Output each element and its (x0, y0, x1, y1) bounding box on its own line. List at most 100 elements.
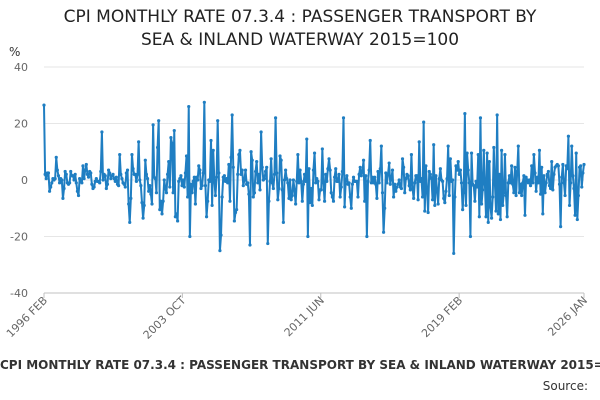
data-point (339, 185, 343, 189)
data-point (451, 178, 455, 182)
data-point (265, 165, 269, 169)
data-point (564, 164, 568, 168)
data-point (575, 217, 579, 222)
data-point (525, 178, 529, 182)
data-point (62, 186, 66, 191)
data-point (427, 169, 431, 174)
data-point (422, 120, 426, 124)
data-point (237, 152, 241, 157)
data-point (572, 186, 576, 191)
data-point (288, 178, 292, 182)
data-point (93, 179, 97, 184)
data-point (530, 164, 534, 168)
data-point (526, 181, 530, 185)
data-point (502, 191, 506, 195)
data-point (429, 176, 434, 181)
data-point (89, 171, 93, 175)
data-point (298, 168, 302, 172)
data-point (418, 179, 422, 184)
data-point (402, 165, 406, 169)
data-point (319, 188, 323, 192)
data-point (491, 195, 495, 199)
data-point (154, 191, 159, 195)
data-point (542, 174, 546, 178)
data-point (315, 176, 319, 181)
data-point (441, 179, 445, 184)
data-point (213, 193, 218, 198)
data-point (226, 181, 230, 185)
series-line (43, 101, 585, 255)
data-point (355, 179, 359, 184)
data-point (291, 178, 295, 182)
data-point (149, 192, 153, 196)
data-point (53, 176, 57, 181)
data-point (407, 184, 411, 188)
data-point (271, 186, 275, 191)
data-point (105, 182, 110, 186)
data-point (145, 176, 150, 181)
data-point (203, 184, 208, 188)
data-point (406, 174, 410, 178)
data-point (479, 202, 484, 206)
data-point (257, 172, 261, 176)
data-point (292, 188, 297, 192)
data-point (442, 196, 446, 200)
data-point (94, 176, 98, 181)
data-point (179, 174, 183, 178)
data-point (202, 100, 206, 104)
data-point (458, 168, 463, 172)
data-point (366, 179, 370, 184)
data-point (85, 172, 90, 176)
data-point (376, 169, 380, 174)
data-point (194, 175, 199, 179)
data-point (130, 152, 134, 157)
data-point (104, 186, 108, 191)
data-point (403, 191, 407, 195)
data-point (170, 141, 174, 145)
x-tick-label-0: 1996 FEB (4, 294, 50, 340)
data-point (266, 241, 270, 246)
data-point (127, 202, 131, 206)
data-point (309, 186, 313, 191)
data-point (239, 172, 243, 176)
data-point (562, 181, 566, 185)
data-point (133, 172, 137, 176)
data-point (453, 195, 457, 199)
data-point (305, 137, 309, 141)
data-point (262, 176, 267, 181)
data-point (389, 176, 393, 181)
data-point (417, 140, 421, 144)
data-point (379, 144, 383, 148)
data-point (267, 199, 271, 203)
data-point (331, 199, 336, 203)
data-point (394, 189, 398, 193)
data-point (204, 215, 209, 219)
data-point (304, 179, 308, 184)
data-point (279, 158, 283, 162)
data-point (328, 168, 332, 172)
data-point (390, 168, 395, 172)
legend-entry[interactable]: CPI MONTHLY RATE 07.3.4 : PASSENGER TRAN… (0, 358, 600, 372)
data-point (137, 140, 141, 144)
data-point (135, 172, 140, 176)
data-point (151, 123, 155, 127)
data-point (284, 168, 288, 172)
data-point (351, 175, 356, 179)
data-point (576, 193, 581, 198)
data-point (128, 220, 132, 224)
data-point (78, 176, 82, 181)
data-point (461, 208, 465, 212)
data-point (358, 165, 362, 169)
data-point (174, 212, 179, 216)
data-point (171, 191, 175, 195)
data-point (446, 144, 450, 148)
data-point (289, 198, 293, 202)
data-point (385, 181, 389, 185)
data-point (334, 167, 338, 171)
data-point (483, 182, 487, 186)
data-point (302, 172, 307, 176)
data-point (363, 199, 367, 203)
data-point (131, 167, 135, 171)
data-point (56, 174, 61, 178)
data-point (167, 160, 171, 164)
